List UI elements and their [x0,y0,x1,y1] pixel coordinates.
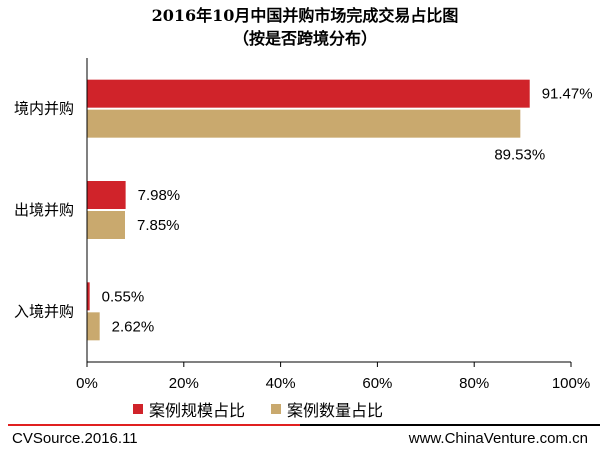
footer-website: www.ChinaVenture.com.cn [408,430,588,447]
data-label: 91.47% [542,86,593,103]
footer-divider-red [8,424,300,426]
legend-label-count: 案例数量占比 [287,401,384,420]
data-label: 0.55% [102,288,145,305]
legend-item-scale: 案例规模占比 [133,397,245,421]
x-tick-label: 60% [362,375,392,392]
x-tick-label: 80% [459,375,489,392]
bar-count [87,109,521,138]
category-label: 入境并购 [14,302,74,320]
legend-swatch-count [271,404,282,414]
category-label: 境内并购 [14,100,74,118]
legend-swatch-scale [133,404,143,414]
category-label: 出境并购 [14,201,74,219]
data-label: 7.85% [137,217,180,234]
x-tick-label: 0% [76,375,98,392]
bar-count [87,312,100,341]
chart-title: 2016年10月中国并购市场完成交易占比图 [151,6,459,25]
legend-label-scale: 案例规模占比 [149,401,246,420]
legend: 案例规模占比 案例数量占比 [133,398,409,420]
bar-count [87,211,125,239]
bar-scale [87,282,90,311]
bar-scale [87,181,126,209]
chart-subtitle: （按是否跨境分布） [232,29,377,48]
data-label: 7.98% [138,187,181,204]
x-tick-label: 20% [169,375,199,392]
x-tick-label: 40% [266,375,296,392]
x-tick-label: 100% [552,375,590,392]
bar-chart: 境内并购 91.47% 89.53% 出境并购 7.98% 7.85% 入境并购 0.55% 2… [14,58,593,392]
footer-source: CVSource.2016.11 [12,430,138,447]
legend-item-count: 案例数量占比 [271,397,383,421]
data-label: 2.62% [112,318,155,335]
data-label: 89.53% [494,147,545,164]
footer-divider-black [300,424,600,426]
bar-scale [87,79,530,108]
